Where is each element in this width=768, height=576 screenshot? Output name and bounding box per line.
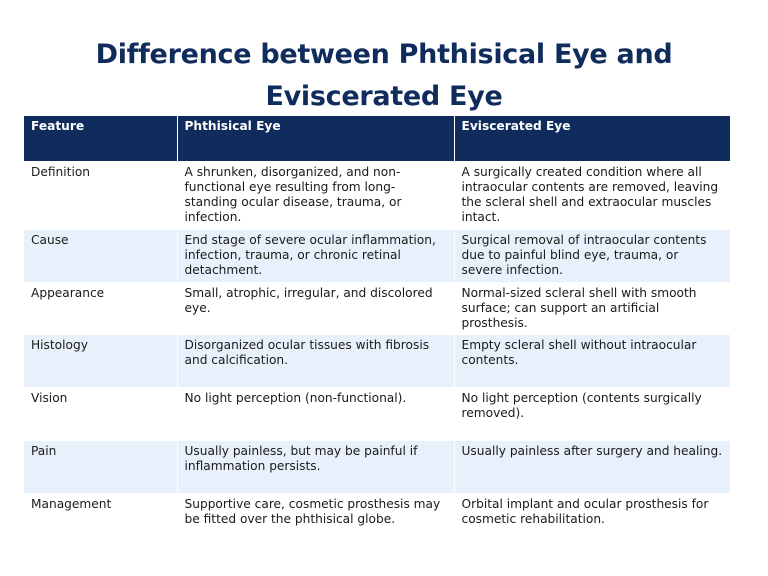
table-row-histology: Histology Disorganized ocular tissues wi… [24, 334, 730, 387]
feature-cell: Pain [24, 440, 177, 493]
table-row-cause: Cause End stage of severe ocular inflamm… [24, 229, 730, 282]
eviscerated-cell: No light perception (contents surgically… [453, 387, 730, 440]
phthisical-cell: Supportive care, cosmetic prosthesis may… [176, 493, 454, 533]
table-header-row: Feature Phthisical Eye Eviscerated Eye [24, 116, 730, 161]
feature-cell: Vision [24, 387, 177, 440]
header-feature: Feature [24, 116, 177, 161]
phthisical-cell: Usually painless, but may be painful if … [176, 440, 454, 493]
eviscerated-cell: A surgically created condition where all… [453, 161, 730, 229]
phthisical-cell: End stage of severe ocular inflammation,… [176, 229, 454, 282]
phthisical-cell: A shrunken, disorganized, and non-functi… [176, 161, 454, 229]
feature-cell: Appearance [24, 282, 177, 334]
eviscerated-cell: Usually painless after surgery and heali… [453, 440, 730, 493]
table-row-vision: Vision No light perception (non-function… [24, 387, 730, 440]
table-row-definition: Definition A shrunken, disorganized, and… [24, 161, 730, 229]
header-phthisical-eye: Phthisical Eye [176, 116, 454, 161]
feature-cell: Management [24, 493, 177, 533]
header-eviscerated-eye: Eviscerated Eye [453, 116, 730, 161]
eviscerated-cell: Normal-sized scleral shell with smooth s… [453, 282, 730, 334]
table-row-appearance: Appearance Small, atrophic, irregular, a… [24, 282, 730, 334]
slide-title-line-1: Difference between Phthisical Eye and [95, 39, 673, 70]
feature-cell: Histology [24, 334, 177, 387]
phthisical-cell: No light perception (non-functional). [176, 387, 454, 440]
slide-title: Difference between Phthisical Eye and Ev… [0, 34, 768, 118]
comparison-table: Feature Phthisical Eye Eviscerated Eye D… [24, 116, 730, 533]
eviscerated-cell: Orbital implant and ocular prosthesis fo… [453, 493, 730, 533]
slide-title-line-2: Eviscerated Eye [265, 81, 503, 112]
table-row-management: Management Supportive care, cosmetic pro… [24, 493, 730, 533]
table-row-pain: Pain Usually painless, but may be painfu… [24, 440, 730, 493]
eviscerated-cell: Surgical removal of intraocular contents… [453, 229, 730, 282]
phthisical-cell: Disorganized ocular tissues with fibrosi… [176, 334, 454, 387]
eviscerated-cell: Empty scleral shell without intraocular … [453, 334, 730, 387]
feature-cell: Cause [24, 229, 177, 282]
feature-cell: Definition [24, 161, 177, 229]
phthisical-cell: Small, atrophic, irregular, and discolor… [176, 282, 454, 334]
